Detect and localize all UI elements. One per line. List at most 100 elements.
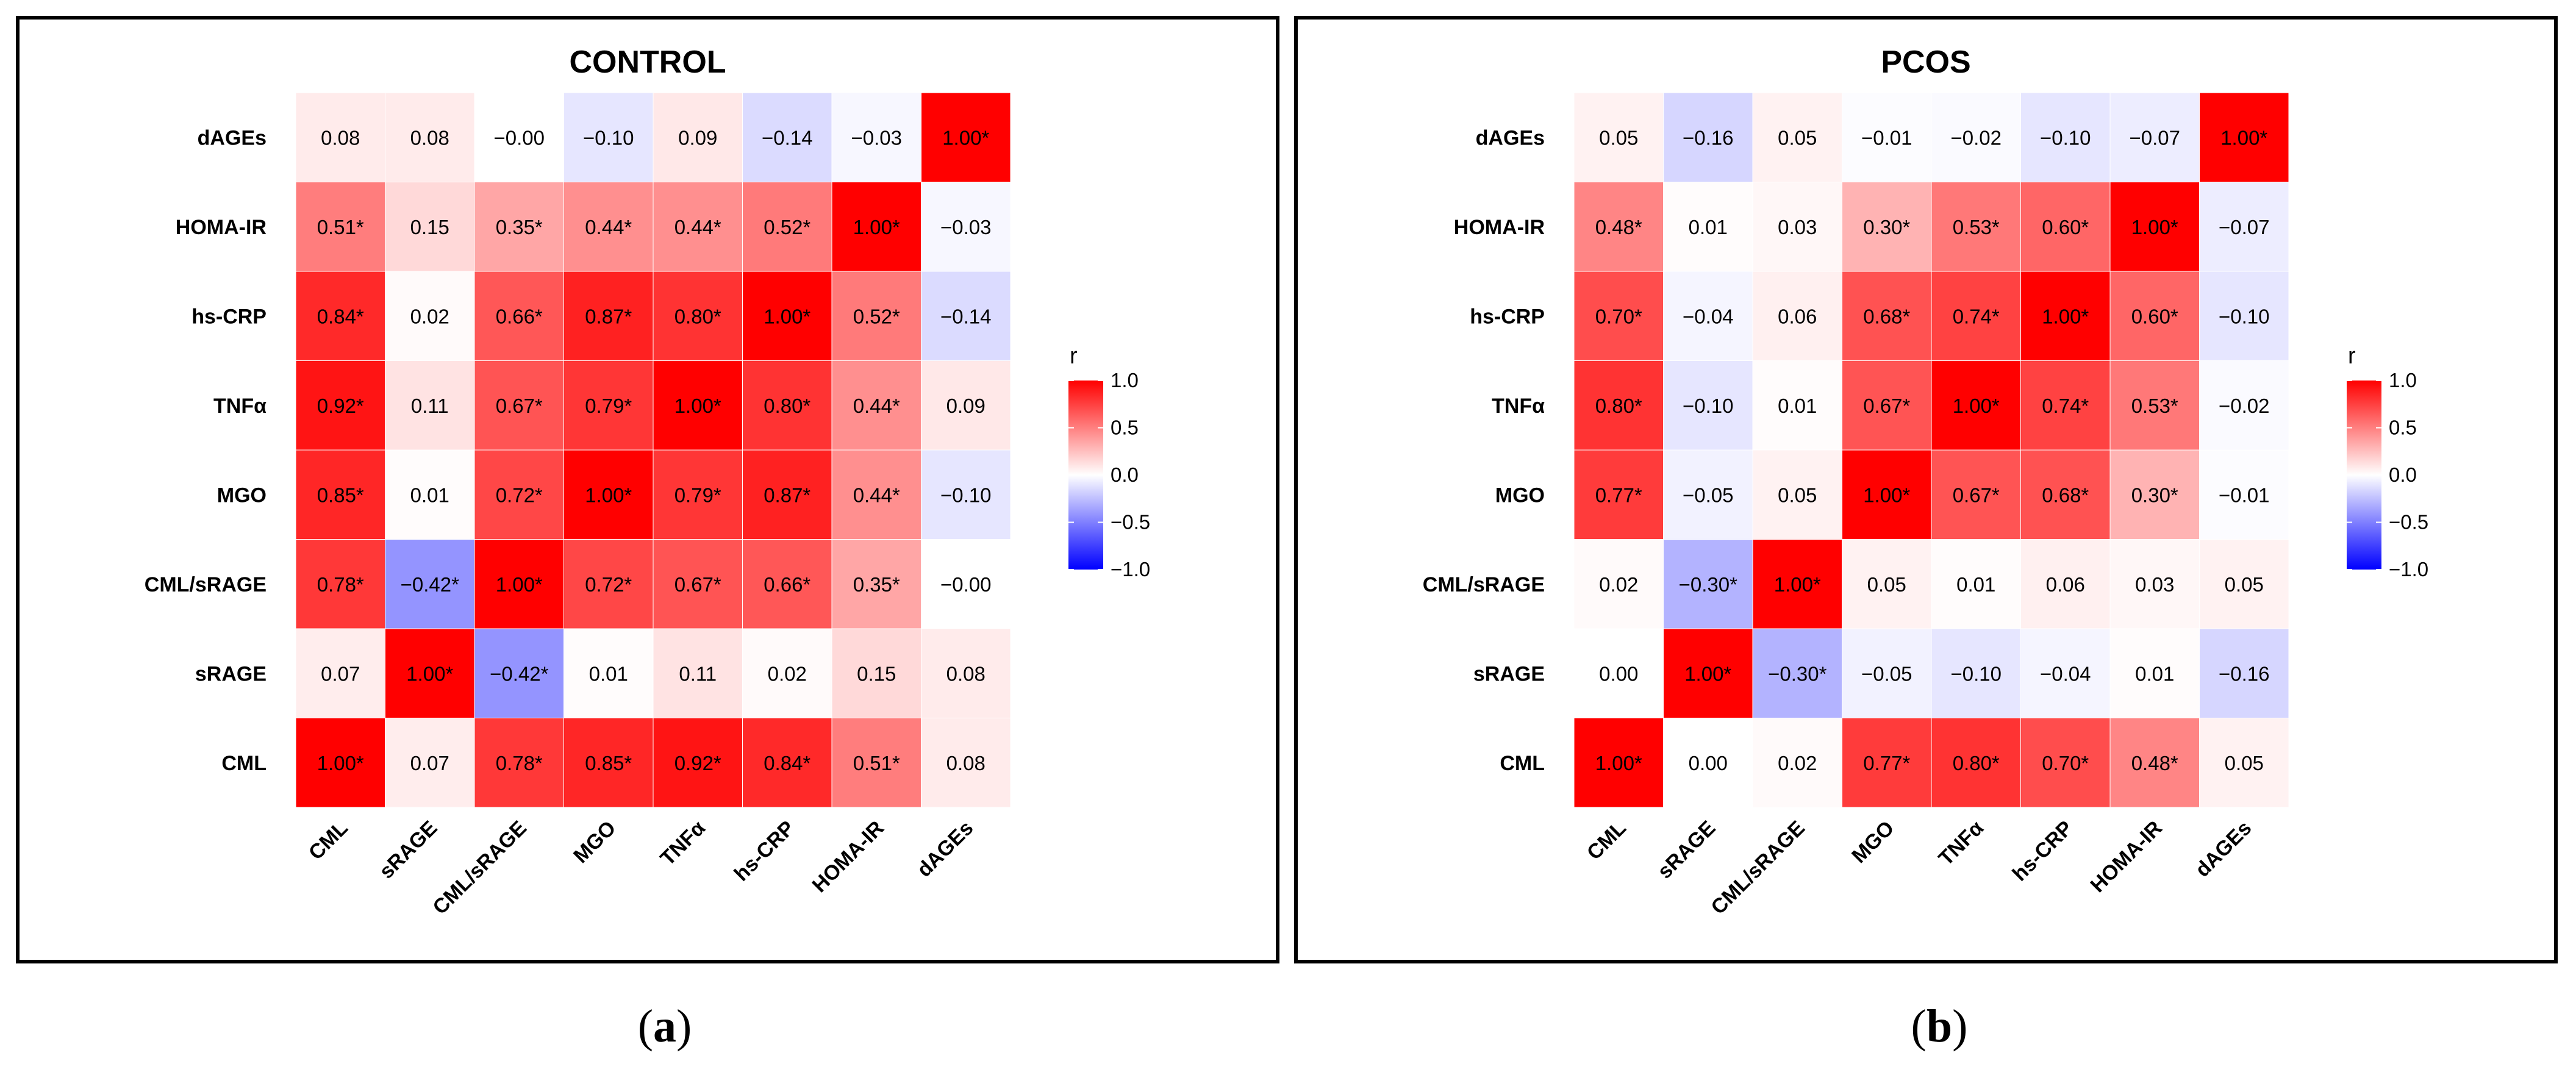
legend-tick-label: 1.0 <box>1111 369 1139 391</box>
heatmap-cell <box>385 92 475 182</box>
cell-value-label: −0.01 <box>2219 484 2270 506</box>
heatmap-cell <box>653 628 743 718</box>
heatmap-cell <box>1663 360 1753 451</box>
cell-value-label: 0.03 <box>2135 573 2174 596</box>
x-tick-label: dAGEs <box>912 817 978 882</box>
heatmap-cell <box>295 539 385 629</box>
legend-title: r <box>1070 343 1078 369</box>
cell-value-label: 1.00* <box>1595 752 1642 774</box>
cell-value-label: 1.00* <box>1774 573 1821 596</box>
cell-value-label: 1.00* <box>406 662 453 685</box>
heatmap-cell <box>385 360 475 451</box>
legend-tick-label: 0.5 <box>1111 416 1139 439</box>
cell-value-label: 0.87* <box>764 484 810 506</box>
heatmap-cell <box>564 539 654 629</box>
cell-value-label: 0.35* <box>496 216 543 238</box>
cell-value-label: 0.84* <box>764 752 810 774</box>
legend-tick-label: −1.0 <box>1111 558 1150 581</box>
cell-value-label: −0.10 <box>1951 662 2002 685</box>
cell-value-label: 0.08 <box>321 126 360 149</box>
heatmap-cell <box>564 718 654 808</box>
heatmap-cell <box>2109 449 2200 540</box>
chart-title: CONTROL <box>569 45 726 80</box>
cell-value-label: 0.48* <box>1595 216 1642 238</box>
cell-value-label: 0.44* <box>853 484 900 506</box>
cell-value-label: 0.51* <box>317 216 364 238</box>
heatmap-cell <box>2020 539 2111 629</box>
cell-value-label: 0.87* <box>585 305 632 327</box>
heatmap-cell <box>1752 628 1842 718</box>
cell-value-label: 1.00* <box>585 484 632 506</box>
cell-value-label: −0.30* <box>1768 662 1826 685</box>
heatmap-cell <box>1573 628 1664 718</box>
cell-value-label: 0.30* <box>1863 216 1910 238</box>
cell-value-label: 0.05 <box>1867 573 1906 596</box>
cell-value-label: 1.00* <box>674 395 721 417</box>
cell-value-label: −0.14 <box>940 305 992 327</box>
heatmap-cell <box>2199 449 2289 540</box>
x-tick-label: MGO <box>569 817 620 868</box>
cell-value-label: 0.67* <box>496 395 543 417</box>
heatmap-cell <box>295 628 385 718</box>
cell-value-label: −0.04 <box>2040 662 2091 685</box>
heatmap-cell <box>921 271 1011 361</box>
x-tick-label: CML/sRAGE <box>1706 817 1809 919</box>
heatmap-cell <box>1842 628 1932 718</box>
heatmap-cell <box>831 628 921 718</box>
heatmap-cell <box>2020 360 2111 451</box>
cell-value-label: 0.35* <box>853 573 900 596</box>
cell-value-label: 0.53* <box>1953 216 2000 238</box>
y-tick-label: HOMA-IR <box>1454 216 1545 239</box>
cell-value-label: −0.00 <box>940 573 992 596</box>
cell-value-label: 0.02 <box>768 662 807 685</box>
heatmap-cell <box>742 182 832 272</box>
cell-value-label: 0.66* <box>496 305 543 327</box>
cell-value-label: 0.80* <box>674 305 721 327</box>
heatmap-cell <box>2109 92 2200 182</box>
heatmap-cell <box>1842 92 1932 182</box>
heatmap-cell <box>295 92 385 182</box>
heatmap-cell <box>295 271 385 361</box>
cell-value-label: −0.16 <box>1683 126 1734 149</box>
heatmap-cell <box>921 92 1011 182</box>
heatmap-cell <box>2109 539 2200 629</box>
cell-value-label: 0.11 <box>411 395 449 417</box>
cell-value-label: 0.92* <box>674 752 721 774</box>
legend-colorbar <box>1068 381 1103 570</box>
heatmap-cell <box>831 360 921 451</box>
cell-value-label: 0.84* <box>317 305 364 327</box>
cell-value-label: −0.10 <box>1683 395 1734 417</box>
heatmap-cell <box>1842 718 1932 808</box>
cell-value-label: 0.85* <box>585 752 632 774</box>
panel-control: CONTROL 0.08 0.08 −0.00 −0.10 0.09 −0.14 −0.03… <box>16 16 1279 963</box>
cell-value-label: 1.00* <box>1684 662 1731 685</box>
heatmap-cell <box>385 628 475 718</box>
heatmap-cell <box>1752 718 1842 808</box>
x-tick-label: hs-CRP <box>730 817 800 886</box>
heatmap-cell <box>295 360 385 451</box>
cell-value-label: 0.01 <box>1778 395 1817 417</box>
heatmap-cell <box>474 271 564 361</box>
cell-value-label: −0.14 <box>762 126 813 149</box>
heatmap-cell <box>474 92 564 182</box>
heatmap-cell <box>653 182 743 272</box>
heatmap-cell <box>295 718 385 808</box>
heatmap-cell <box>921 718 1011 808</box>
y-tick-label: sRAGE <box>1473 662 1545 685</box>
cell-value-label: −0.05 <box>1861 662 1912 685</box>
heatmap-cell <box>1842 182 1932 272</box>
x-tick-label: sRAGE <box>375 817 442 884</box>
cell-value-label: −0.16 <box>2219 662 2270 685</box>
y-tick-label: CML/sRAGE <box>1423 573 1545 596</box>
cell-value-label: 0.77* <box>1863 752 1910 774</box>
cell-value-label: −0.10 <box>583 126 634 149</box>
x-tick-label: sRAGE <box>1653 817 1720 884</box>
cell-value-label: 0.09 <box>946 395 986 417</box>
heatmap-cell <box>2199 539 2289 629</box>
cell-value-label: −0.10 <box>2040 126 2091 149</box>
legend-tick-label: 1.0 <box>2389 369 2417 391</box>
cell-value-label: 0.05 <box>1778 484 1817 506</box>
cell-value-label: 0.02 <box>410 305 449 327</box>
x-tick-label: CML <box>304 817 352 865</box>
cell-value-label: 0.78* <box>317 573 364 596</box>
